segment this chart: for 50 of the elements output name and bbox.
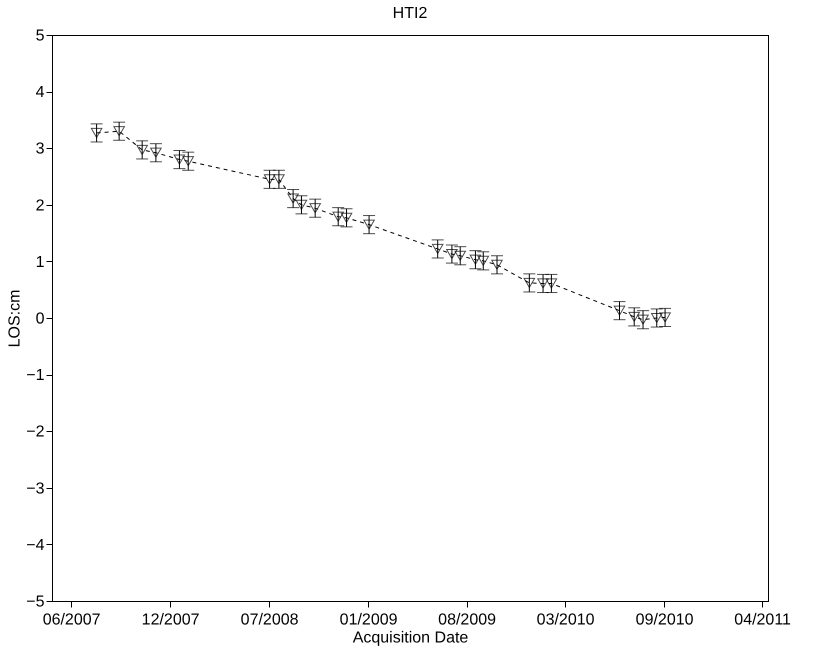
y-tick-label: 0: [36, 310, 45, 328]
point: [264, 174, 276, 184]
y-tick-label: 1: [36, 254, 45, 271]
y-tick-label: −2: [26, 424, 45, 441]
point: [432, 244, 444, 254]
x-tick-label: 04/2011: [734, 612, 792, 628]
y-tick-label: −1: [26, 367, 45, 384]
point: [150, 148, 162, 158]
chart-title: HTI2: [392, 5, 428, 22]
y-tick-label: −3: [26, 480, 45, 498]
point: [651, 312, 662, 324]
point: [90, 128, 102, 138]
y-tick-label: −4: [26, 536, 45, 554]
x-axis-title: Acquisition Date: [352, 630, 468, 646]
point: [537, 278, 549, 289]
point: [524, 278, 536, 288]
point: [637, 314, 649, 325]
y-tick-label: 4: [36, 84, 45, 102]
y-tick-label: 3: [36, 140, 45, 158]
x-tick-label: 03/2010: [536, 612, 595, 628]
x-tick-label: 06/2007: [42, 612, 101, 628]
point: [546, 278, 558, 289]
y-tick-label: 5: [36, 28, 45, 44]
point: [296, 200, 308, 210]
y-axis-title: LOS:cm: [6, 290, 24, 348]
point: [287, 194, 299, 204]
point: [454, 250, 466, 261]
point: [309, 203, 321, 214]
point: [478, 256, 490, 266]
x-tick-label: 08/2009: [438, 612, 496, 628]
point: [113, 126, 125, 136]
point: [659, 312, 671, 322]
point: [332, 212, 344, 222]
point: [614, 306, 626, 316]
x-tick-label: 12/2007: [142, 612, 200, 628]
point: [470, 254, 482, 265]
y-tick-label: −5: [26, 594, 45, 610]
point: [340, 212, 352, 223]
point: [491, 260, 503, 270]
point: [136, 144, 148, 155]
x-tick-label: 09/2010: [636, 612, 694, 628]
x-tick-label: 01/2009: [340, 612, 398, 628]
point: [446, 249, 458, 260]
y-tick-label: 2: [36, 197, 45, 214]
x-tick-label: 07/2008: [240, 612, 299, 628]
point: [628, 312, 640, 322]
point: [363, 220, 375, 230]
point: [174, 154, 186, 165]
point: [182, 156, 194, 166]
point: [273, 174, 285, 184]
